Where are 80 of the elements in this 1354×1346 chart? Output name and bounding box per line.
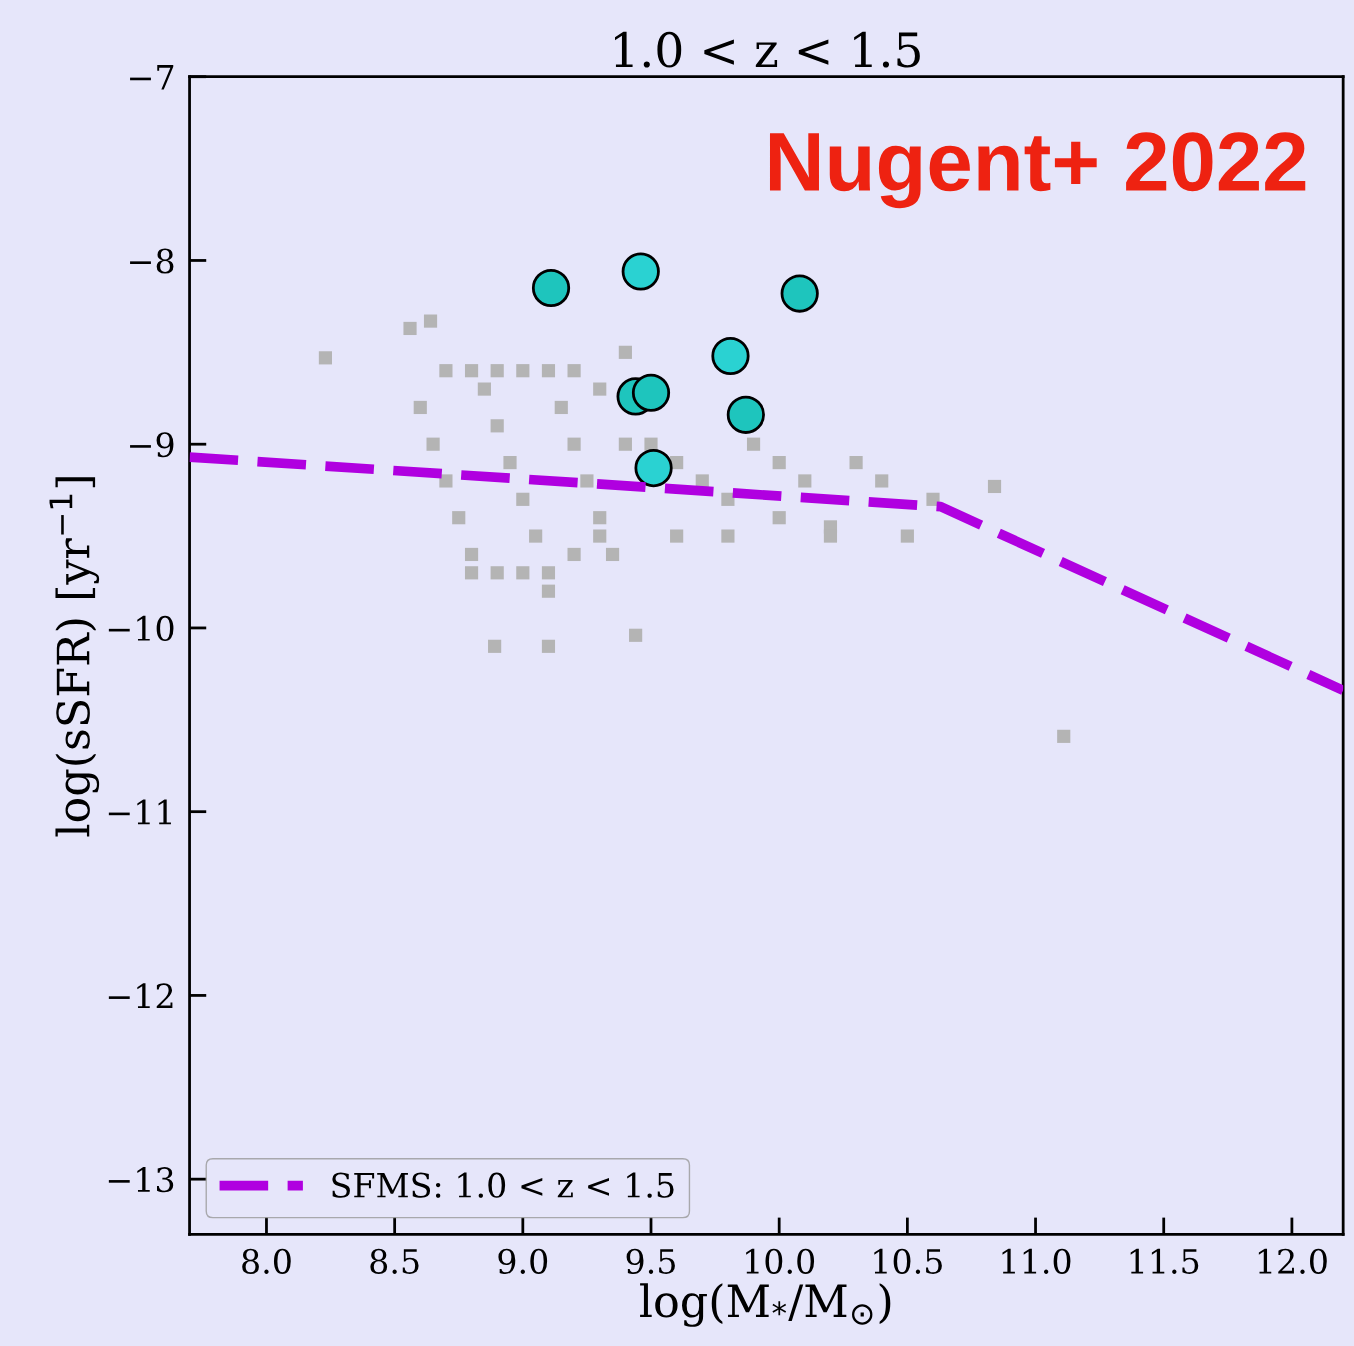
point bbox=[721, 492, 735, 506]
point bbox=[780, 274, 819, 313]
x-tick-label: 10.5 bbox=[874, 1248, 942, 1274]
x-axis-title: log(M$_{*}$/M$_{⊙}$) bbox=[640, 1283, 891, 1327]
point bbox=[439, 474, 453, 488]
chart-title: 1.0 < z < 1.5 bbox=[615, 31, 920, 68]
point bbox=[531, 268, 571, 308]
x-tick-label: 11.5 bbox=[1130, 1248, 1199, 1274]
y-tick-label: −8 bbox=[130, 248, 174, 274]
point bbox=[554, 400, 568, 415]
point bbox=[541, 566, 556, 580]
point bbox=[987, 479, 1002, 494]
point bbox=[823, 529, 838, 543]
point bbox=[670, 529, 684, 543]
y-tick-label: −7 bbox=[130, 65, 174, 90]
point bbox=[490, 566, 504, 580]
point bbox=[721, 529, 735, 543]
y-tick-label: −10 bbox=[108, 615, 174, 642]
point bbox=[439, 364, 453, 378]
point bbox=[541, 639, 556, 653]
legend-label: SFMS: 1.0 < z < 1.5 bbox=[332, 1172, 674, 1198]
point bbox=[567, 437, 581, 451]
point bbox=[516, 566, 530, 580]
point bbox=[516, 364, 530, 378]
point bbox=[629, 628, 643, 642]
point bbox=[593, 529, 607, 543]
point bbox=[488, 639, 502, 653]
point bbox=[541, 584, 556, 598]
x-tick-label: 8.0 bbox=[242, 1248, 291, 1274]
point bbox=[318, 351, 333, 365]
point bbox=[618, 437, 632, 451]
point bbox=[490, 419, 504, 433]
point bbox=[644, 437, 658, 451]
point bbox=[621, 252, 660, 291]
point bbox=[403, 321, 417, 336]
point bbox=[926, 492, 940, 506]
y-axis-title: log(sSFR) [yr$^{−1}$] bbox=[49, 477, 100, 837]
point bbox=[529, 529, 543, 543]
point bbox=[875, 474, 889, 488]
y-tick-label: −13 bbox=[108, 1167, 174, 1193]
point bbox=[503, 455, 517, 470]
point bbox=[605, 547, 620, 562]
point bbox=[423, 314, 438, 328]
y-tick-label: −9 bbox=[130, 432, 174, 458]
point bbox=[452, 511, 466, 525]
point bbox=[464, 547, 479, 562]
point bbox=[490, 364, 504, 378]
point bbox=[772, 455, 786, 470]
x-tick-label: 12.0 bbox=[1258, 1248, 1327, 1274]
point bbox=[567, 364, 581, 378]
point bbox=[464, 566, 479, 580]
point bbox=[849, 455, 863, 470]
point bbox=[464, 364, 479, 378]
point bbox=[772, 511, 786, 525]
y-tick-label: −12 bbox=[108, 983, 173, 1009]
point bbox=[900, 529, 914, 543]
point bbox=[516, 492, 530, 506]
point bbox=[634, 448, 673, 488]
point bbox=[580, 474, 594, 488]
x-tick-label: 8.5 bbox=[370, 1248, 419, 1274]
point bbox=[726, 395, 765, 434]
annotation: Nugent+ 2022 bbox=[769, 132, 1306, 209]
x-tick-label: 9.5 bbox=[626, 1248, 675, 1274]
x-tick-label: 11.0 bbox=[1002, 1248, 1071, 1274]
point bbox=[413, 400, 427, 415]
point bbox=[618, 345, 632, 359]
y-tick-label: −11 bbox=[108, 799, 171, 825]
point bbox=[798, 474, 812, 488]
point bbox=[477, 382, 491, 396]
x-tick-label: 9.0 bbox=[498, 1248, 548, 1274]
point bbox=[593, 382, 607, 396]
point bbox=[631, 373, 671, 412]
point bbox=[426, 437, 440, 451]
point bbox=[541, 364, 556, 378]
point bbox=[746, 437, 761, 451]
point bbox=[1057, 729, 1071, 743]
point bbox=[711, 336, 750, 376]
point bbox=[593, 511, 607, 525]
x-tick-label: 10.0 bbox=[746, 1248, 815, 1274]
point bbox=[567, 547, 581, 562]
